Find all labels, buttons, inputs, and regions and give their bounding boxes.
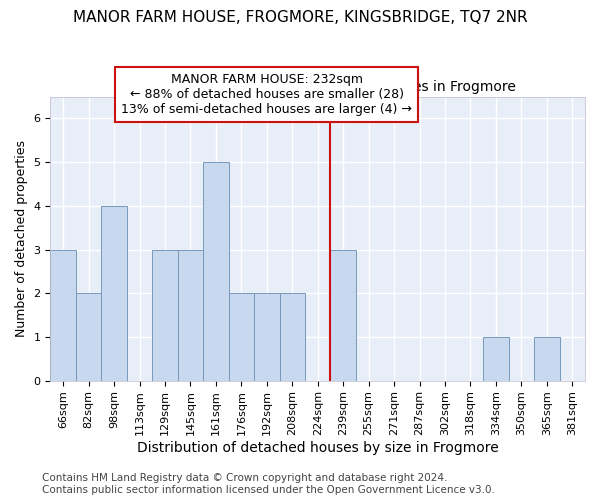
Y-axis label: Number of detached properties: Number of detached properties xyxy=(15,140,28,337)
Bar xyxy=(254,293,280,380)
Text: Contains HM Land Registry data © Crown copyright and database right 2024.
Contai: Contains HM Land Registry data © Crown c… xyxy=(42,474,495,495)
Bar xyxy=(534,337,560,380)
Bar xyxy=(152,250,178,380)
Bar xyxy=(203,162,229,380)
Bar xyxy=(483,337,509,380)
Bar xyxy=(50,250,76,380)
Bar xyxy=(178,250,203,380)
Bar xyxy=(331,250,356,380)
Bar xyxy=(229,293,254,380)
Title: Size of property relative to detached houses in Frogmore: Size of property relative to detached ho… xyxy=(120,80,515,94)
Bar xyxy=(76,293,101,380)
Bar xyxy=(280,293,305,380)
Text: MANOR FARM HOUSE, FROGMORE, KINGSBRIDGE, TQ7 2NR: MANOR FARM HOUSE, FROGMORE, KINGSBRIDGE,… xyxy=(73,10,527,25)
Bar xyxy=(101,206,127,380)
Text: MANOR FARM HOUSE: 232sqm
← 88% of detached houses are smaller (28)
13% of semi-d: MANOR FARM HOUSE: 232sqm ← 88% of detach… xyxy=(121,73,412,116)
X-axis label: Distribution of detached houses by size in Frogmore: Distribution of detached houses by size … xyxy=(137,441,499,455)
